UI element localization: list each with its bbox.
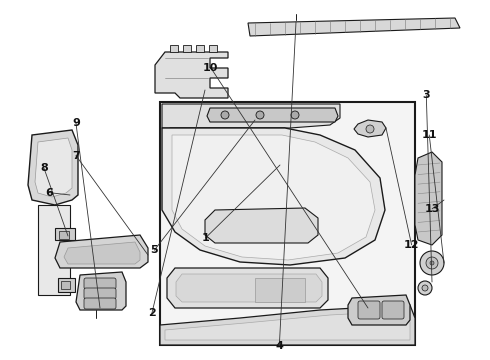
FancyBboxPatch shape: [84, 298, 116, 309]
Polygon shape: [176, 274, 322, 302]
Text: 13: 13: [424, 204, 440, 214]
Text: 9: 9: [72, 118, 80, 128]
Polygon shape: [348, 295, 410, 325]
Bar: [160, 102, 415, 345]
Circle shape: [291, 111, 299, 119]
Text: 6: 6: [45, 188, 53, 198]
Circle shape: [430, 261, 434, 265]
Polygon shape: [183, 45, 191, 52]
Polygon shape: [167, 268, 328, 308]
Polygon shape: [196, 45, 204, 52]
Polygon shape: [28, 130, 78, 205]
Polygon shape: [170, 128, 285, 172]
Polygon shape: [35, 138, 72, 197]
Circle shape: [422, 285, 428, 291]
Text: 12: 12: [404, 240, 419, 250]
Polygon shape: [248, 18, 460, 36]
Polygon shape: [160, 305, 415, 345]
FancyBboxPatch shape: [358, 301, 380, 319]
Polygon shape: [165, 311, 410, 340]
Circle shape: [418, 281, 432, 295]
Polygon shape: [255, 278, 305, 302]
Polygon shape: [55, 235, 148, 268]
Circle shape: [256, 111, 264, 119]
Bar: [38, 205, 70, 295]
Polygon shape: [55, 228, 75, 240]
Polygon shape: [207, 108, 338, 122]
Circle shape: [420, 251, 444, 275]
Polygon shape: [162, 128, 385, 265]
FancyBboxPatch shape: [84, 278, 116, 289]
Text: 8: 8: [40, 163, 48, 174]
FancyBboxPatch shape: [84, 288, 116, 299]
Circle shape: [426, 257, 438, 269]
Polygon shape: [76, 272, 126, 310]
Polygon shape: [205, 208, 318, 243]
Polygon shape: [162, 104, 340, 128]
Polygon shape: [172, 135, 375, 260]
Text: 7: 7: [72, 150, 80, 161]
Text: 2: 2: [148, 308, 156, 318]
Text: 11: 11: [421, 130, 437, 140]
Polygon shape: [155, 52, 228, 98]
Text: 5: 5: [150, 245, 158, 255]
Circle shape: [221, 111, 229, 119]
Text: 1: 1: [202, 233, 210, 243]
Bar: [59, 231, 69, 239]
Text: 3: 3: [422, 90, 430, 100]
Polygon shape: [58, 278, 75, 292]
Text: 4: 4: [275, 341, 283, 351]
Polygon shape: [415, 152, 442, 245]
Text: 10: 10: [203, 63, 219, 73]
Polygon shape: [354, 120, 386, 137]
Polygon shape: [209, 45, 217, 52]
Bar: [61, 281, 70, 289]
FancyBboxPatch shape: [382, 301, 404, 319]
Circle shape: [366, 125, 374, 133]
Polygon shape: [64, 242, 140, 264]
Polygon shape: [170, 45, 178, 52]
